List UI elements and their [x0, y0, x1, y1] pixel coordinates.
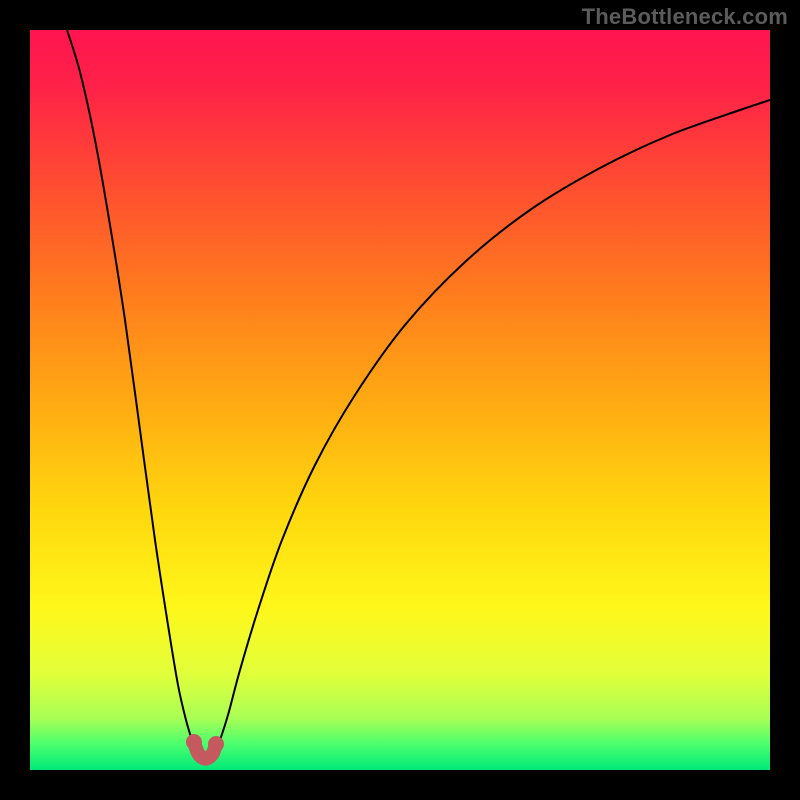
site-watermark: TheBottleneck.com: [582, 4, 788, 30]
chart-container: TheBottleneck.com: [0, 0, 800, 800]
valley-marker-dot: [186, 734, 202, 750]
plot-area: [30, 30, 770, 770]
valley-marker-dot: [208, 736, 224, 752]
chart-svg: [0, 0, 800, 800]
